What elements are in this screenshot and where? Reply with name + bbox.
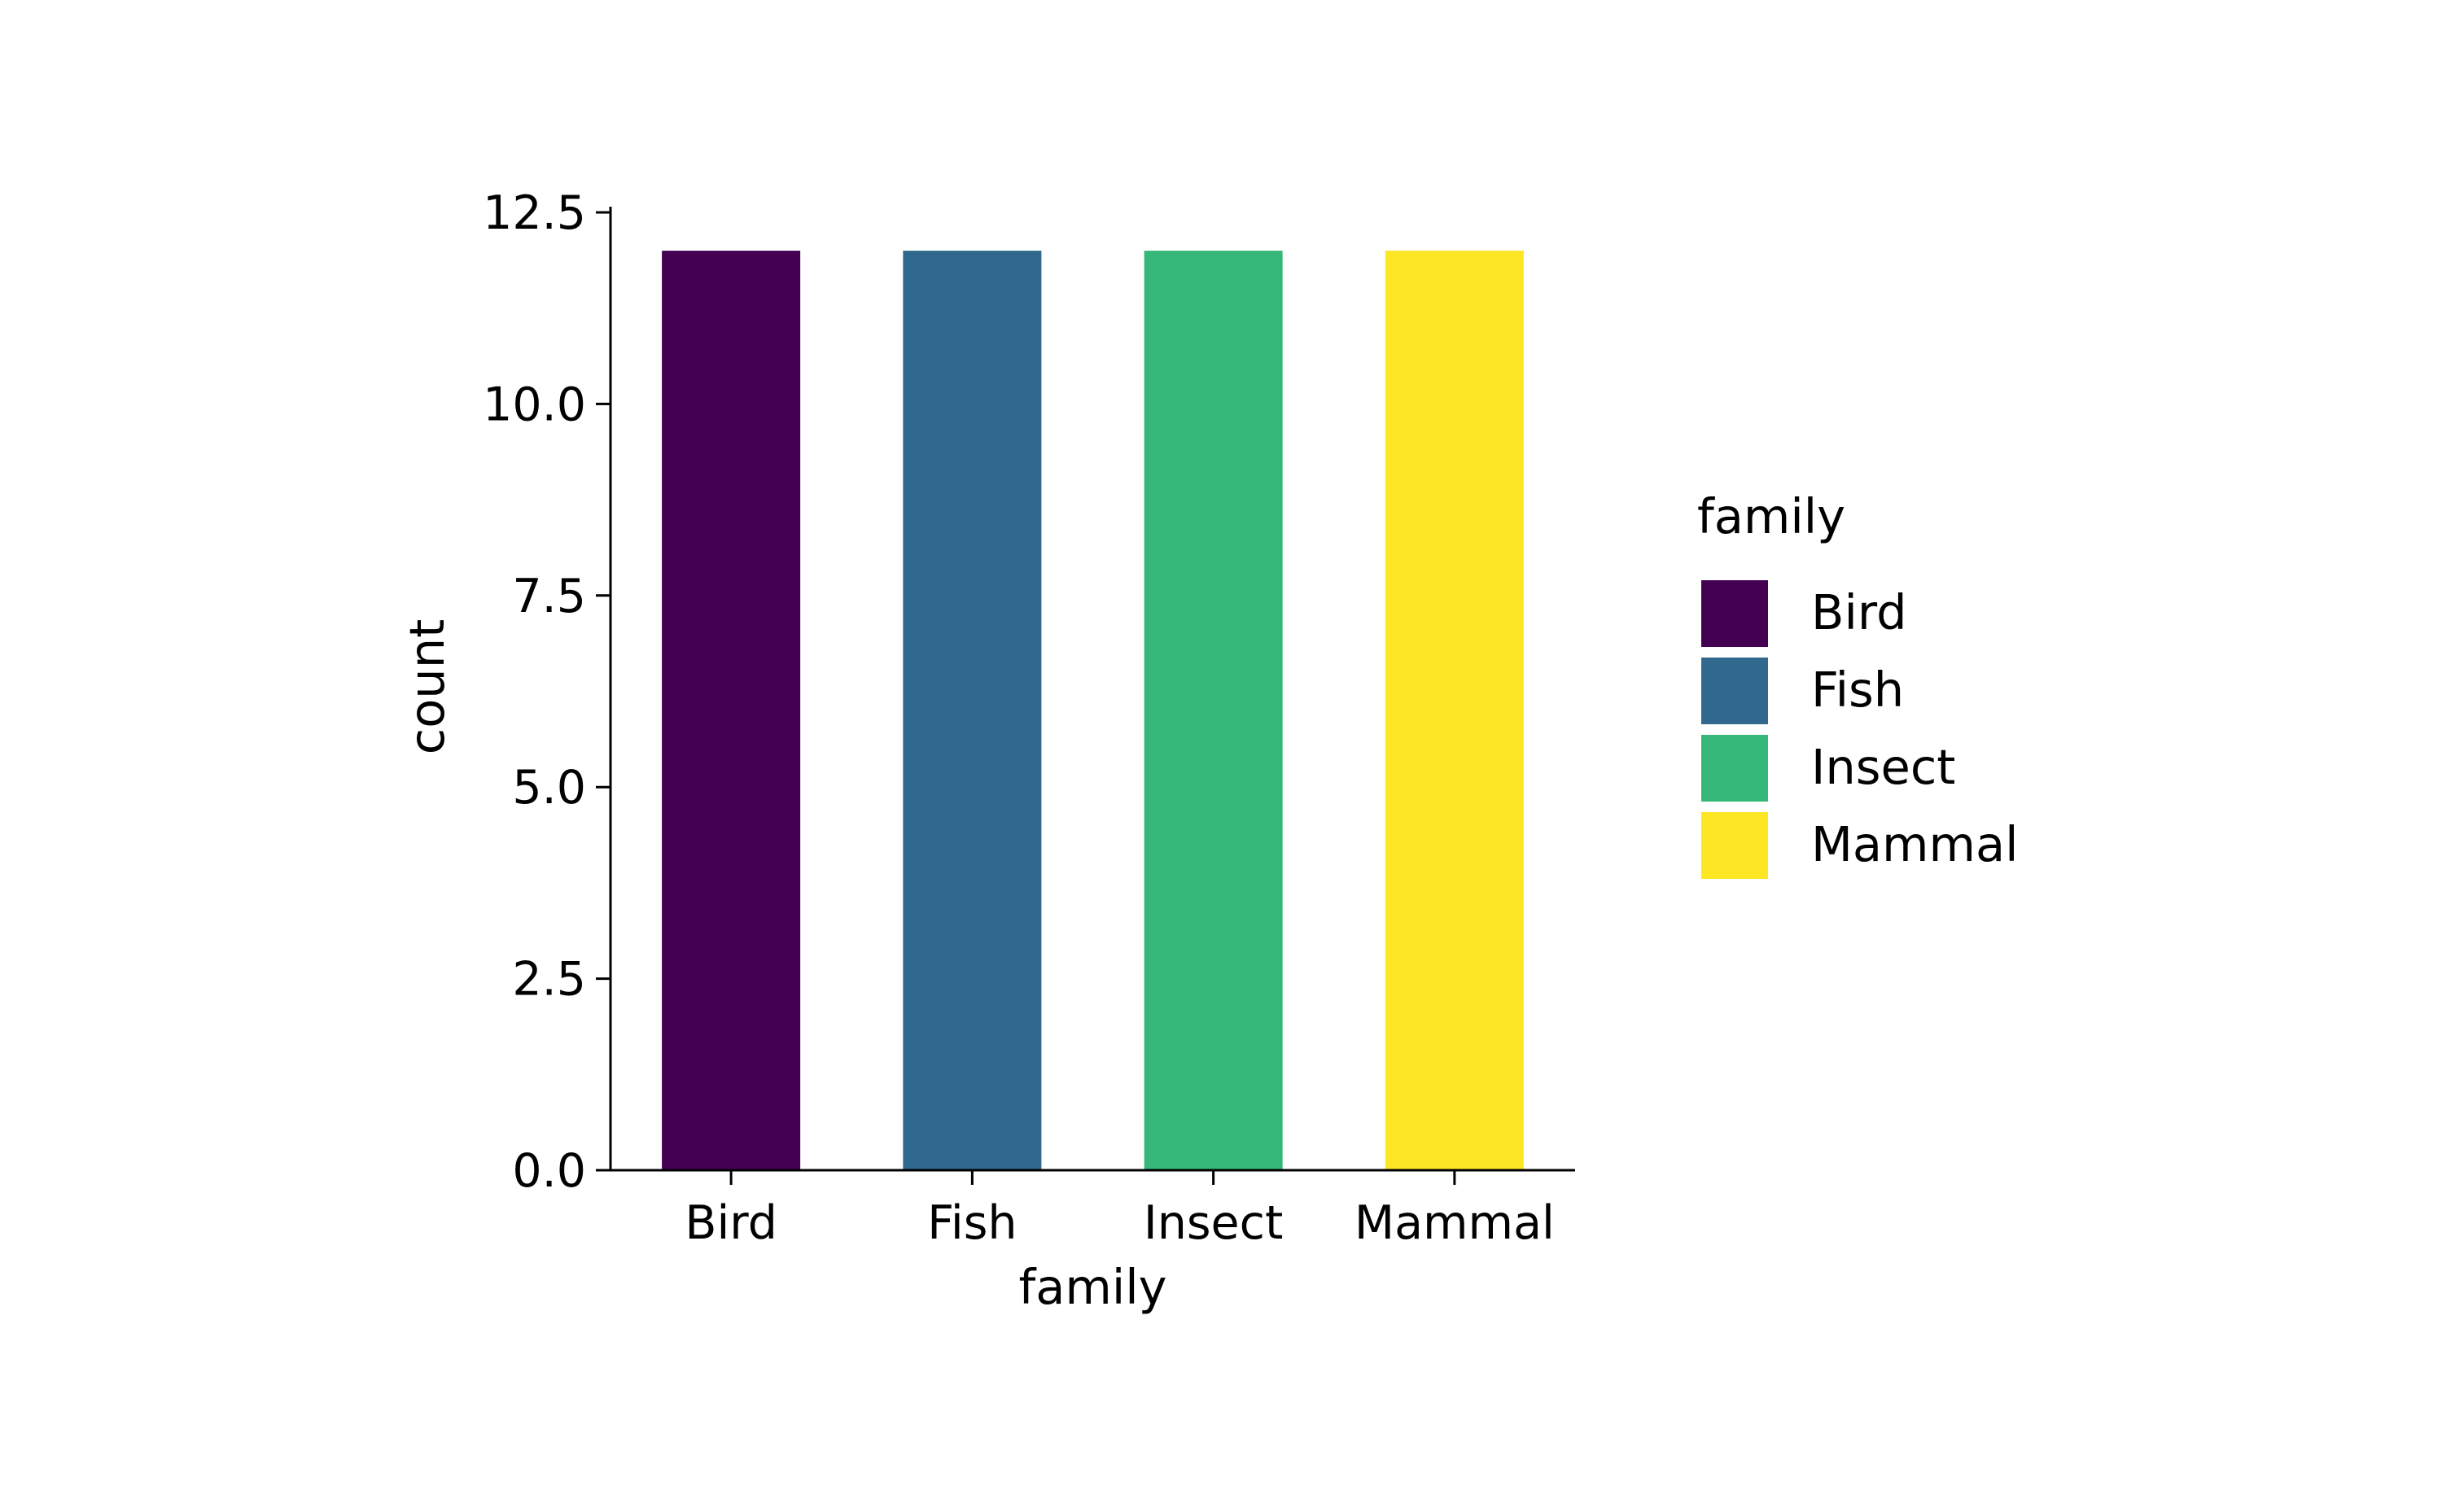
- bar-bird: [662, 251, 801, 1171]
- y-tick-label: 5.0: [512, 761, 586, 815]
- y-tick-label: 12.5: [483, 186, 586, 240]
- x-tick-label-mammal: Mammal: [1354, 1196, 1555, 1250]
- bar-insect: [1144, 251, 1283, 1171]
- y-tick-label: 2.5: [512, 953, 586, 1007]
- legend-label-insect: Insect: [1811, 739, 1955, 795]
- y-axis-label: count: [399, 619, 455, 754]
- legend-swatch-bird: [1701, 580, 1768, 647]
- bar-fish: [903, 251, 1042, 1171]
- x-tick-label-fish: Fish: [927, 1196, 1017, 1250]
- legend: family Bird Fish Insect Mammal: [1697, 488, 2019, 879]
- y-tick-label: 7.5: [512, 570, 586, 623]
- x-tick-label-insect: Insect: [1144, 1196, 1283, 1250]
- x-axis-label: family: [1018, 1259, 1166, 1315]
- y-tick-label: 0.0: [512, 1144, 586, 1198]
- legend-title: family: [1697, 488, 1845, 544]
- legend-swatch-mammal: [1701, 812, 1768, 879]
- bars-group: [662, 251, 1524, 1171]
- legend-label-fish: Fish: [1811, 662, 1904, 718]
- legend-label-bird: Bird: [1811, 584, 1907, 640]
- legend-label-mammal: Mammal: [1811, 816, 2019, 872]
- bar-mammal: [1385, 251, 1524, 1171]
- legend-swatch-insect: [1701, 735, 1768, 802]
- legend-swatch-fish: [1701, 658, 1768, 724]
- y-tick-label: 10.0: [483, 378, 586, 431]
- axes-group: Bird Fish Insect Mammal 0.0 2.5 5.0 7.5 10.0 12.5: [483, 186, 1575, 1250]
- x-tick-label-bird: Bird: [685, 1196, 777, 1250]
